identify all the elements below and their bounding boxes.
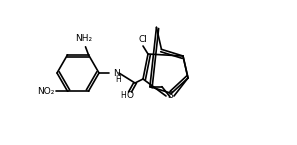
Text: O: O <box>127 91 133 100</box>
Text: H: H <box>120 91 126 100</box>
Text: Cl: Cl <box>139 36 147 45</box>
Text: S: S <box>167 91 173 100</box>
Text: H: H <box>115 75 121 84</box>
Text: NH₂: NH₂ <box>75 34 92 43</box>
Text: NO₂: NO₂ <box>37 87 54 96</box>
Text: N: N <box>113 68 120 77</box>
